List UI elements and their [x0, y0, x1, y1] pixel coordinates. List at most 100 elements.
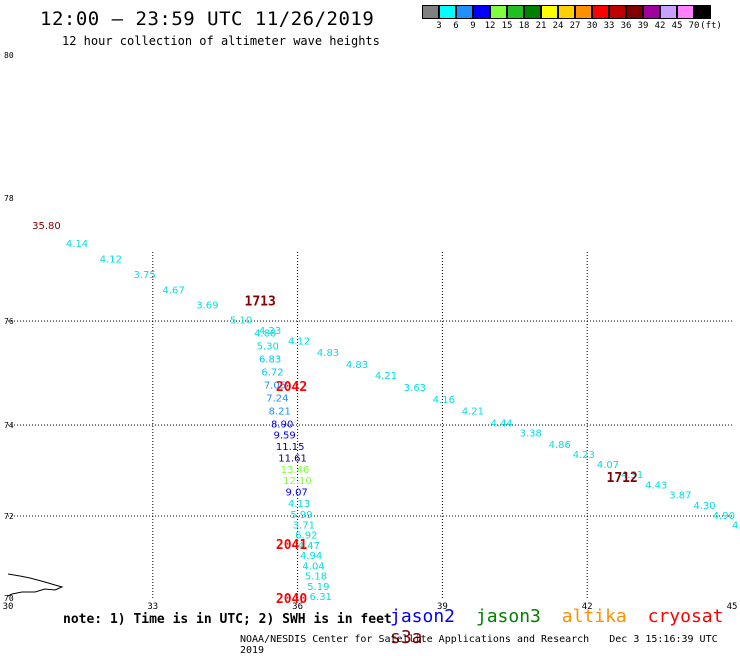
pass-time-label: 2041: [276, 538, 307, 553]
wave-height-value: 4.13: [288, 499, 310, 510]
colorbar-label: (ft): [700, 21, 722, 31]
legend-s3a: s3a: [390, 627, 423, 648]
wave-height-value: 5.19: [307, 582, 329, 593]
colorbar-label: 27: [569, 21, 581, 31]
colorbar-label: 45: [671, 21, 683, 31]
wave-height-value: 11.15: [276, 442, 305, 453]
colorbar-swatch: [575, 5, 592, 19]
wave-height-value: 4.23: [259, 326, 281, 337]
wave-height-value: 6.83: [259, 355, 281, 366]
wave-height-value: 4.44: [491, 418, 513, 429]
wave-height-value: 4.67: [732, 520, 740, 531]
wave-height-value: 4.04: [302, 561, 324, 572]
colorbar-swatch: [660, 5, 677, 19]
y-tick-label: 76: [4, 317, 14, 326]
wave-height-value: 5.99: [290, 510, 312, 521]
legend-jason2: jason2: [390, 606, 456, 627]
footer-source: NOAA/NESDIS Center for Satellite Applica…: [240, 634, 590, 645]
wave-height-value: 4.47: [298, 541, 320, 552]
wave-height-value: 5.18: [305, 572, 327, 583]
wave-height-value: 3.75: [133, 270, 155, 281]
wave-height-value: 4.31: [621, 470, 643, 481]
y-tick-label: 74: [4, 421, 14, 430]
colorbar-swatch: [439, 5, 456, 19]
colorbar-swatch: [490, 5, 507, 19]
colorbar-label: 18: [518, 21, 530, 31]
page-subtitle: 12 hour collection of altimeter wave hei…: [62, 34, 380, 48]
wave-height-value: 9.59: [273, 431, 295, 442]
colorbar-legend: 3 6 9 12 15 18 21 24 27 30 33 36 39 42 45 70 (ft): [422, 5, 722, 33]
colorbar-label: 3: [436, 21, 442, 31]
coastline: [7, 573, 64, 597]
wave-height-value: 4.14: [66, 239, 88, 250]
wave-height-value: 11.61: [278, 453, 307, 464]
colorbar-label: 12: [484, 21, 496, 31]
colorbar-swatch: [626, 5, 643, 19]
wave-height-value: 7.05: [264, 381, 286, 392]
x-tick-label: 33: [147, 602, 158, 612]
x-tick-label: 45: [727, 602, 738, 612]
wave-height-value: 9.07: [286, 488, 308, 499]
colorbar-label: 70: [688, 21, 700, 31]
wave-height-value: 4.16: [433, 395, 455, 406]
wave-height-value: 4.94: [300, 551, 322, 562]
wave-height-value: 4.90: [713, 511, 735, 522]
colorbar-swatch: [677, 5, 694, 19]
x-tick-label: 42: [582, 602, 593, 612]
x-tick-label: 30: [3, 602, 14, 612]
colorbar-swatch: [694, 5, 711, 19]
colorbar-label: 6: [453, 21, 459, 31]
wave-height-value: 4.23: [573, 450, 595, 461]
wave-height-value: 4.43: [645, 481, 667, 492]
colorbar-swatch: [456, 5, 473, 19]
colorbar-swatch: [507, 5, 524, 19]
colorbar-label: 24: [552, 21, 564, 31]
legend-cryosat: cryosat: [647, 606, 724, 627]
colorbar-label: 21: [535, 21, 547, 31]
colorbar-swatch: [473, 5, 490, 19]
wave-height-value: 35.80: [32, 221, 61, 232]
colorbar-swatch: [643, 5, 660, 19]
y-tick-label: 72: [4, 512, 14, 521]
colorbar-swatch: [422, 5, 439, 19]
wave-height-value: 12.10: [283, 476, 312, 487]
wave-height-value: 13.46: [281, 465, 310, 476]
colorbar-label: 30: [586, 21, 598, 31]
wave-height-value: 4.86: [549, 440, 571, 451]
x-tick-label: 36: [292, 602, 303, 612]
wave-height-value: 4.30: [693, 501, 715, 512]
wave-height-value: 4.67: [162, 285, 184, 296]
colorbar-label: 42: [654, 21, 666, 31]
colorbar-swatch: [558, 5, 575, 19]
colorbar-label: 33: [603, 21, 615, 31]
y-tick-label: 80: [4, 51, 14, 60]
wave-height-value: 8.21: [269, 407, 291, 418]
colorbar-swatch: [592, 5, 609, 19]
wave-height-value: 5.30: [257, 342, 279, 353]
colorbar-label: 9: [470, 21, 476, 31]
wave-height-value: 4.83: [346, 360, 368, 371]
satellite-legend: jason2 jason3 altika cryosat s3a: [390, 606, 740, 648]
wave-height-value: 3.63: [404, 383, 426, 394]
page-title: 12:00 – 23:59 UTC 11/26/2019: [40, 8, 375, 30]
colorbar-swatch: [609, 5, 626, 19]
colorbar-swatch: [524, 5, 541, 19]
wave-height-value: 4.83: [317, 348, 339, 359]
footer-credit: NOAA/NESDIS Center for Satellite Applica…: [240, 634, 740, 656]
colorbar-label: 15: [501, 21, 513, 31]
legend-jason3: jason3: [475, 606, 541, 627]
colorbar-label: 39: [637, 21, 649, 31]
wave-height-value: 4.12: [100, 255, 122, 266]
wave-height-value: 4.12: [288, 336, 310, 347]
colorbar-swatches: [422, 5, 711, 19]
wave-height-value: 4.07: [597, 460, 619, 471]
wave-height-value: 4.88: [254, 329, 276, 340]
units-note: note: 1) Time is in UTC; 2) SWH is in fe…: [63, 612, 392, 627]
wave-height-value: 8.90: [271, 419, 293, 430]
legend-altika: altika: [561, 606, 627, 627]
wave-height-value: 7.24: [266, 394, 288, 405]
pass-time-label: 1712: [607, 471, 638, 486]
y-tick-label: 78: [4, 194, 14, 203]
colorbar-swatch: [541, 5, 558, 19]
